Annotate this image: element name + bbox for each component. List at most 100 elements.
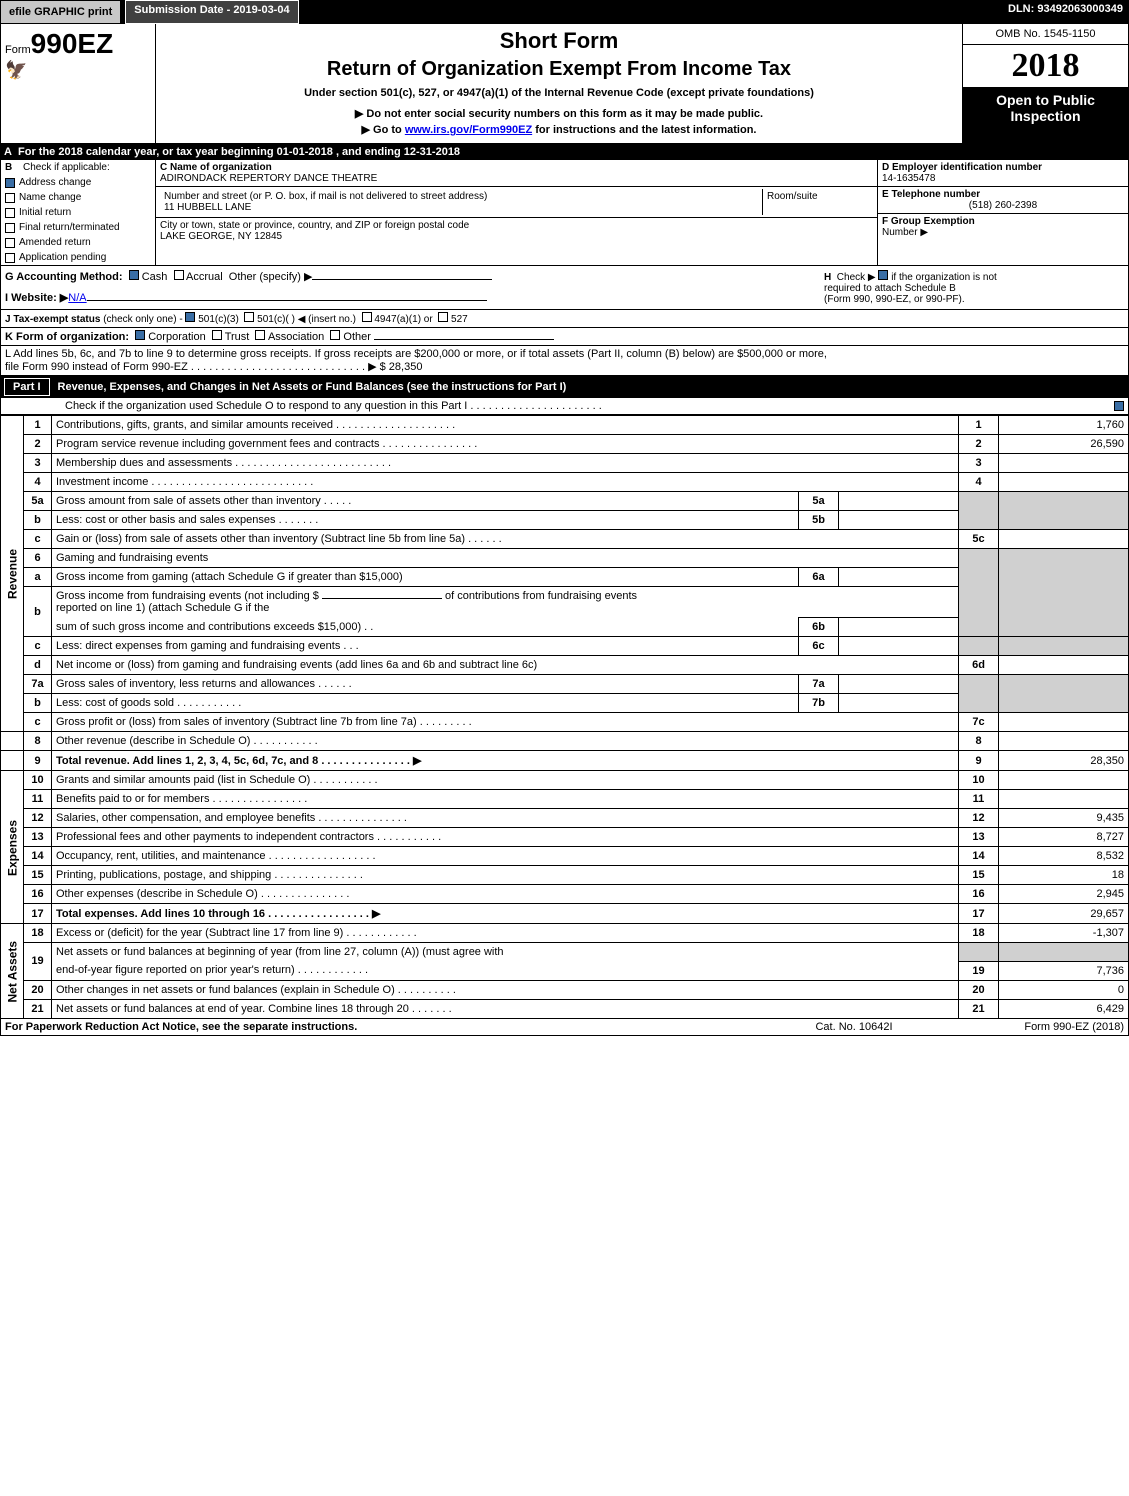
schedule-b-checkbox[interactable] xyxy=(878,270,888,280)
label-b: B xyxy=(5,162,12,173)
check-if-label: Check if applicable: xyxy=(23,162,110,173)
line-7a-desc: Gross sales of inventory, less returns a… xyxy=(52,675,799,694)
line-8-value xyxy=(999,732,1129,751)
cash-checkbox[interactable] xyxy=(129,270,139,280)
line-13-box: 13 xyxy=(959,828,999,847)
line-5c-value xyxy=(999,530,1129,549)
line-5c-box: 5c xyxy=(959,530,999,549)
line-1-value: 1,760 xyxy=(999,416,1129,435)
trust-label: Trust xyxy=(225,331,250,343)
instructions-link-line: ▶ Go to www.irs.gov/Form990EZ for instru… xyxy=(166,123,952,136)
l-text2: file Form 990 instead of Form 990-EZ . .… xyxy=(5,361,389,373)
line-21-value: 6,429 xyxy=(999,999,1129,1018)
irs-eagle-icon: 🦅 xyxy=(5,60,27,81)
address-row: Number and street (or P. O. box, if mail… xyxy=(156,187,877,218)
gross-receipts-amount: 28,350 xyxy=(389,361,423,373)
line-13-value: 8,727 xyxy=(999,828,1129,847)
label-a: A xyxy=(4,146,18,158)
website-link[interactable]: N/A xyxy=(68,292,86,304)
line-3-box: 3 xyxy=(959,454,999,473)
footer: For Paperwork Reduction Act Notice, see … xyxy=(0,1019,1129,1036)
line-10-num: 10 xyxy=(24,771,52,790)
association-checkbox[interactable] xyxy=(255,330,265,340)
org-info-column: C Name of organization ADIRONDACK REPERT… xyxy=(156,160,878,265)
line-7c-box: 7c xyxy=(959,713,999,732)
schedule-o-checkbox[interactable] xyxy=(1114,401,1124,411)
4947-checkbox[interactable] xyxy=(362,312,372,322)
line-2-desc: Program service revenue including govern… xyxy=(52,435,959,454)
line-3-value xyxy=(999,454,1129,473)
line-11-box: 11 xyxy=(959,790,999,809)
line-17-box: 17 xyxy=(959,904,999,924)
street-address: 11 HUBBELL LANE xyxy=(164,202,251,213)
application-pending-checkbox[interactable] xyxy=(5,253,15,263)
row-k: K Form of organization: Corporation Trus… xyxy=(0,328,1129,346)
other-specify-input[interactable] xyxy=(312,279,492,280)
phone-value: (518) 260-2398 xyxy=(882,200,1124,211)
tax-year-text: For the 2018 calendar year, or tax year … xyxy=(18,146,460,158)
trust-checkbox[interactable] xyxy=(212,330,222,340)
form-id-box: Form990EZ 🦅 xyxy=(1,24,156,143)
final-return-checkbox[interactable] xyxy=(5,223,15,233)
part-i-check-text: Check if the organization used Schedule … xyxy=(65,400,602,412)
e-label: E Telephone number xyxy=(882,189,980,200)
revenue-side-label: Revenue xyxy=(1,416,24,732)
other-org-label: Other xyxy=(343,331,371,343)
form-prefix: Form xyxy=(5,44,31,56)
form-header: Form990EZ 🦅 Short Form Return of Organiz… xyxy=(0,24,1129,144)
line-16-value: 2,945 xyxy=(999,885,1129,904)
line-14-box: 14 xyxy=(959,847,999,866)
fundraising-amount-input[interactable] xyxy=(322,598,442,599)
line-15-num: 15 xyxy=(24,866,52,885)
org-name: ADIRONDACK REPERTORY DANCE THEATRE xyxy=(160,173,377,184)
line-5a-desc: Gross amount from sale of assets other t… xyxy=(52,492,799,511)
tax-year: 2018 xyxy=(963,45,1128,88)
line-6d-box: 6d xyxy=(959,656,999,675)
paperwork-notice: For Paperwork Reduction Act Notice, see … xyxy=(5,1021,764,1033)
line-6b-desc2: sum of such gross income and contributio… xyxy=(52,618,799,637)
address-change-checkbox[interactable] xyxy=(5,178,15,188)
line-7c-num: c xyxy=(24,713,52,732)
line-6a-subval xyxy=(839,568,959,587)
d-label: D Employer identification number xyxy=(882,162,1042,173)
line-13-desc: Professional fees and other payments to … xyxy=(52,828,959,847)
form-version: Form 990-EZ (2018) xyxy=(944,1021,1124,1033)
line-8-desc: Other revenue (describe in Schedule O) .… xyxy=(52,732,959,751)
part-i-title: Revenue, Expenses, and Changes in Net As… xyxy=(58,381,567,393)
instructions-link[interactable]: www.irs.gov/Form990EZ xyxy=(405,124,532,136)
short-form-title: Short Form xyxy=(166,28,952,54)
other-org-checkbox[interactable] xyxy=(330,330,340,340)
initial-return-checkbox[interactable] xyxy=(5,208,15,218)
line-19-value: 7,736 xyxy=(999,961,1129,980)
efile-print-button[interactable]: efile GRAPHIC print xyxy=(0,0,121,24)
accrual-checkbox[interactable] xyxy=(174,270,184,280)
line-7a-num: 7a xyxy=(24,675,52,694)
catalog-number: Cat. No. 10642I xyxy=(764,1021,944,1033)
line-5a-subval xyxy=(839,492,959,511)
room-suite-cell: Room/suite xyxy=(763,189,873,215)
form-title-box: Short Form Return of Organization Exempt… xyxy=(156,24,963,143)
line-15-desc: Printing, publications, postage, and shi… xyxy=(52,866,959,885)
line-4-box: 4 xyxy=(959,473,999,492)
room-label: Room/suite xyxy=(767,191,818,202)
part-i-header: Part I Revenue, Expenses, and Changes in… xyxy=(0,376,1129,398)
open-line2: Inspection xyxy=(967,108,1124,124)
501c-label: 501(c)( ) ◀ (insert no.) xyxy=(257,314,356,325)
line-20-box: 20 xyxy=(959,980,999,999)
k-label: K Form of organization: xyxy=(5,331,129,343)
line-18-value: -1,307 xyxy=(999,924,1129,943)
other-org-input[interactable] xyxy=(374,339,554,340)
line-7c-desc: Gross profit or (loss) from sales of inv… xyxy=(52,713,959,732)
527-checkbox[interactable] xyxy=(438,312,448,322)
phone-cell: E Telephone number (518) 260-2398 xyxy=(878,187,1128,214)
501c3-checkbox[interactable] xyxy=(185,312,195,322)
501c-checkbox[interactable] xyxy=(244,312,254,322)
checkboxes-column: B Check if applicable: Address change Na… xyxy=(1,160,156,265)
corporation-checkbox[interactable] xyxy=(135,330,145,340)
name-change-checkbox[interactable] xyxy=(5,193,15,203)
line-14-num: 14 xyxy=(24,847,52,866)
amended-return-checkbox[interactable] xyxy=(5,238,15,248)
line-19-desc1: Net assets or fund balances at beginning… xyxy=(52,943,959,962)
line-18-num: 18 xyxy=(24,924,52,943)
line-6b-desc1: Gross income from fundraising events (no… xyxy=(52,587,959,618)
